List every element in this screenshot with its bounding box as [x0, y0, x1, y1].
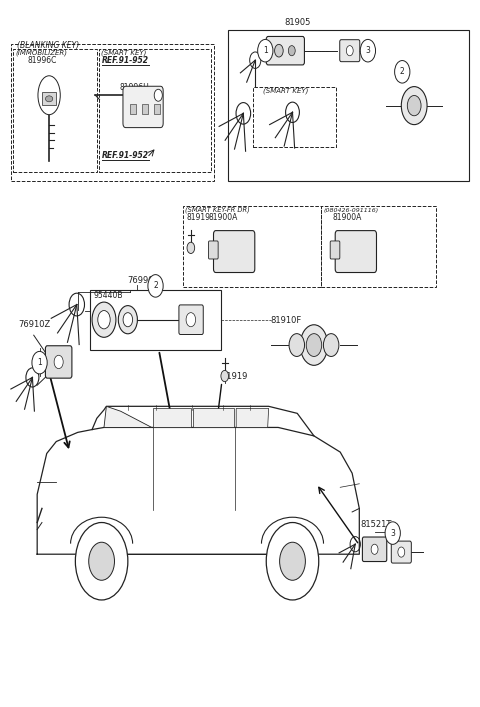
Circle shape — [289, 334, 304, 356]
Circle shape — [98, 310, 110, 329]
Text: 2: 2 — [153, 281, 158, 291]
Text: 81905: 81905 — [284, 18, 311, 27]
Circle shape — [187, 243, 195, 254]
Circle shape — [347, 46, 353, 56]
Bar — [42, 92, 57, 105]
Text: 95440B: 95440B — [94, 291, 123, 300]
Text: (BLANKING KEY): (BLANKING KEY) — [17, 41, 79, 50]
Circle shape — [275, 45, 283, 57]
Bar — [142, 104, 148, 115]
Circle shape — [221, 370, 228, 382]
Text: (080426-091116): (080426-091116) — [324, 208, 379, 213]
Circle shape — [300, 325, 328, 366]
Circle shape — [398, 547, 405, 557]
Text: 1: 1 — [263, 46, 268, 55]
Circle shape — [360, 40, 375, 62]
Text: 81900A: 81900A — [332, 213, 361, 222]
Text: 76910Z: 76910Z — [18, 320, 50, 329]
Text: REF.91-952: REF.91-952 — [102, 151, 149, 160]
Circle shape — [385, 522, 400, 544]
FancyBboxPatch shape — [330, 241, 340, 259]
Bar — [321, 206, 436, 286]
Circle shape — [280, 542, 305, 580]
Circle shape — [92, 302, 116, 337]
FancyBboxPatch shape — [214, 230, 255, 272]
Circle shape — [32, 351, 47, 374]
FancyBboxPatch shape — [123, 86, 163, 128]
Text: REF.91-952: REF.91-952 — [102, 56, 149, 64]
Text: (IMMOBILIZER): (IMMOBILIZER) — [16, 50, 68, 57]
Text: 81910F: 81910F — [270, 316, 301, 325]
FancyBboxPatch shape — [335, 230, 376, 272]
Circle shape — [371, 544, 378, 554]
Bar — [99, 49, 211, 172]
Text: (SMART KEY): (SMART KEY) — [263, 88, 308, 95]
FancyBboxPatch shape — [266, 37, 304, 65]
Text: 81900A: 81900A — [208, 213, 238, 222]
Circle shape — [54, 355, 63, 368]
Ellipse shape — [46, 96, 53, 102]
Circle shape — [154, 89, 162, 101]
Polygon shape — [193, 409, 234, 428]
Text: (SMART KEY): (SMART KEY) — [101, 50, 146, 57]
Text: 3: 3 — [390, 529, 395, 537]
Text: 3: 3 — [365, 46, 371, 55]
Circle shape — [148, 274, 163, 297]
Circle shape — [401, 86, 427, 124]
Text: 81521T: 81521T — [360, 520, 392, 530]
FancyBboxPatch shape — [391, 541, 411, 563]
FancyBboxPatch shape — [362, 537, 387, 561]
Bar — [253, 87, 336, 147]
FancyBboxPatch shape — [46, 346, 72, 378]
Circle shape — [266, 522, 319, 600]
Text: 1: 1 — [37, 358, 42, 367]
Circle shape — [324, 334, 339, 356]
Bar — [13, 49, 97, 172]
Circle shape — [408, 95, 421, 116]
Circle shape — [186, 312, 196, 327]
Circle shape — [118, 305, 137, 334]
Circle shape — [123, 312, 132, 327]
Bar — [130, 104, 136, 115]
Text: 76990: 76990 — [127, 276, 154, 285]
Text: 81919: 81919 — [221, 372, 247, 381]
Circle shape — [89, 542, 115, 580]
Text: 81996C: 81996C — [28, 57, 57, 65]
Text: 2: 2 — [400, 67, 405, 76]
Ellipse shape — [38, 76, 60, 115]
Bar — [11, 44, 214, 181]
Circle shape — [75, 522, 128, 600]
Text: 81919: 81919 — [186, 213, 210, 222]
FancyBboxPatch shape — [179, 305, 203, 334]
Circle shape — [306, 334, 322, 356]
Polygon shape — [153, 409, 192, 428]
Bar — [154, 104, 160, 115]
Bar — [183, 206, 321, 286]
Text: 81996H: 81996H — [120, 83, 150, 92]
FancyBboxPatch shape — [340, 40, 360, 62]
Polygon shape — [236, 409, 269, 428]
Bar — [228, 30, 469, 181]
Text: (SMART KEY-FR DR): (SMART KEY-FR DR) — [185, 207, 250, 214]
Circle shape — [395, 61, 410, 83]
Circle shape — [288, 46, 295, 56]
Polygon shape — [104, 407, 152, 428]
Bar — [90, 290, 221, 350]
Circle shape — [258, 40, 273, 62]
FancyBboxPatch shape — [208, 241, 218, 259]
